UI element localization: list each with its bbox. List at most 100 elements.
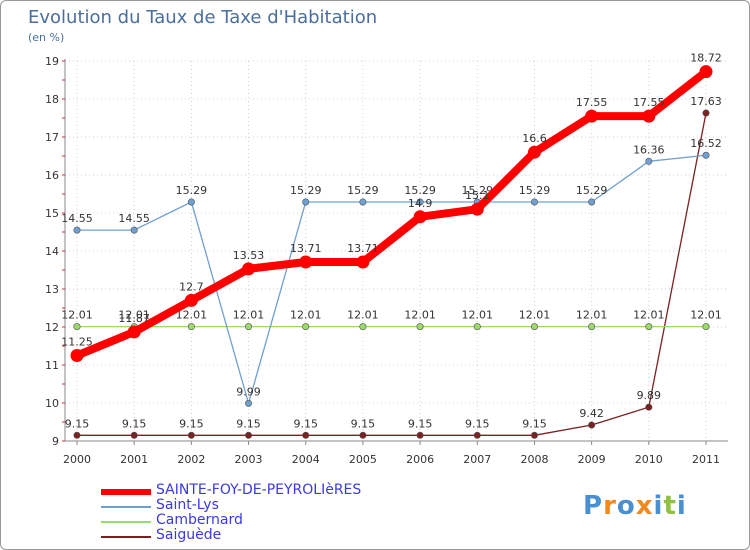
data-label: 17.55 [576, 96, 608, 109]
data-label: 16.6 [522, 132, 547, 145]
data-label: 15.29 [462, 184, 494, 197]
y-tick-label: 14 [45, 245, 59, 258]
legend-swatch [101, 506, 151, 508]
data-label: 12.01 [519, 309, 551, 322]
data-point [184, 293, 198, 307]
data-point [645, 157, 653, 165]
data-label: 11.87 [118, 312, 150, 325]
series-2: 12.01 12.01 12.01 12.01 12.01 12.01 12.01 12.01… [61, 309, 722, 331]
data-point [530, 431, 538, 439]
data-label: 12.7 [179, 280, 204, 293]
x-tick-label: 2006 [406, 453, 434, 466]
data-point [302, 198, 310, 206]
data-point [130, 431, 138, 439]
proxiti-logo: Proxiti [583, 491, 687, 521]
y-tick-label: 19 [45, 55, 59, 68]
data-label: 12.01 [61, 309, 93, 322]
data-point [588, 421, 596, 429]
data-point [416, 323, 424, 331]
data-point [702, 151, 710, 159]
data-label: 9.15 [65, 417, 90, 430]
data-point [73, 323, 81, 331]
data-label: 12.01 [633, 309, 665, 322]
legend-label: Saint-Lys [156, 497, 219, 513]
data-point [127, 325, 141, 339]
data-label: 9.15 [351, 417, 376, 430]
x-tick-label: 2007 [463, 453, 491, 466]
data-point [473, 323, 481, 331]
y-tick-label: 13 [45, 283, 59, 296]
data-label: 15.29 [347, 184, 379, 197]
data-label: 15.29 [519, 184, 551, 197]
data-label: 13.53 [233, 249, 265, 262]
y-tick-label: 18 [45, 93, 59, 106]
series-line [77, 112, 707, 436]
data-label: 16.52 [690, 137, 722, 150]
legend-swatch [101, 521, 151, 523]
y-tick-label: 9 [52, 435, 59, 448]
data-label: 11.25 [61, 336, 93, 349]
data-point [527, 145, 541, 159]
series-0: 11.25 11.87 12.7 13.53 13.71 13.71 14.9 15.1 16.… [61, 52, 722, 362]
data-point [470, 202, 484, 216]
data-point [702, 323, 710, 331]
data-point [302, 431, 310, 439]
x-tick-label: 2000 [63, 453, 91, 466]
data-label: 15.29 [576, 184, 608, 197]
data-point [73, 226, 81, 234]
data-label: 14.55 [61, 212, 93, 225]
data-point [642, 109, 656, 123]
chart-title: Evolution du Taux de Taxe d'Habitation [28, 7, 378, 28]
data-point [302, 323, 310, 331]
data-point [242, 262, 256, 276]
grid [65, 60, 728, 442]
y-tick-label: 16 [45, 169, 59, 182]
data-point [359, 198, 367, 206]
data-point [645, 403, 653, 411]
x-tick-label: 2004 [292, 453, 320, 466]
data-label: 9.15 [522, 417, 547, 430]
data-point [416, 431, 424, 439]
data-label: 12.01 [690, 309, 722, 322]
y-tick-label: 10 [45, 397, 59, 410]
series-line [77, 154, 707, 405]
data-label: 9.15 [122, 417, 147, 430]
x-tick-label: 2008 [520, 453, 548, 466]
data-label: 14.55 [118, 212, 150, 225]
y-tick-label: 15 [45, 207, 59, 220]
data-label: 9.15 [179, 417, 204, 430]
data-point [73, 431, 81, 439]
chart-unit-label: (en %) [28, 31, 65, 44]
y-tick-label: 12 [45, 321, 59, 334]
data-point [588, 323, 596, 331]
legend-swatch [101, 536, 151, 538]
data-point [530, 323, 538, 331]
data-point [702, 109, 710, 117]
data-label: 12.01 [576, 309, 608, 322]
legend-label: Saiguède [156, 527, 222, 543]
data-label: 15.1 [465, 189, 490, 202]
data-label: 13.71 [290, 242, 322, 255]
data-point [187, 198, 195, 206]
data-label: 15.29 [176, 184, 208, 197]
legend-label: Cambernard [156, 512, 243, 528]
data-point [245, 399, 253, 407]
data-point [699, 65, 713, 79]
data-point [299, 255, 313, 269]
y-tick-label: 17 [45, 131, 59, 144]
data-point [70, 349, 84, 362]
x-tick-label: 2010 [635, 453, 663, 466]
data-label: 9.42 [579, 407, 604, 420]
legend-label: SAINTE-FOY-DE-PEYROLIèRES [156, 482, 362, 498]
data-label: 15.29 [404, 184, 436, 197]
data-label: 12.01 [462, 309, 494, 322]
data-label: 9.15 [465, 417, 490, 430]
data-point [187, 431, 195, 439]
x-tick-label: 2011 [692, 453, 720, 466]
data-point [359, 323, 367, 331]
data-label: 9.15 [408, 417, 433, 430]
data-label: 12.01 [404, 309, 436, 322]
series-line [75, 68, 709, 360]
data-point [585, 109, 599, 123]
